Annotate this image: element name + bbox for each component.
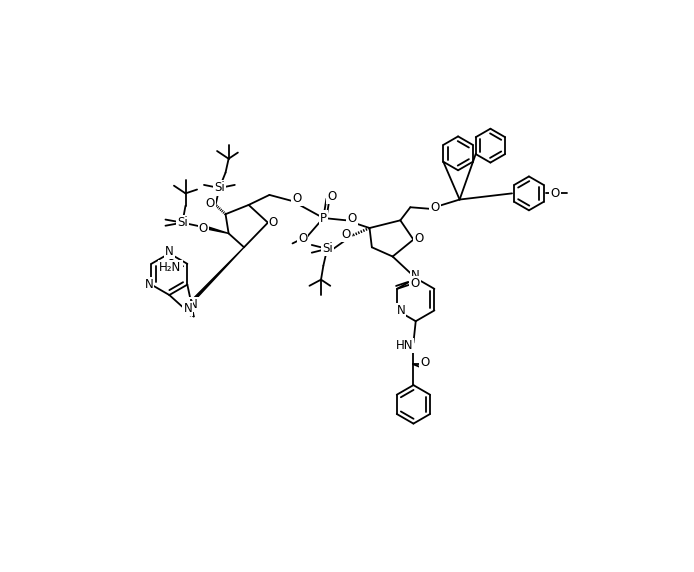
Text: P: P: [320, 212, 327, 225]
Polygon shape: [184, 247, 244, 310]
Text: Si: Si: [177, 216, 188, 229]
Text: N: N: [144, 278, 153, 291]
Text: O: O: [414, 232, 423, 245]
Text: O: O: [421, 356, 430, 370]
Text: Si: Si: [322, 243, 332, 255]
Text: N: N: [183, 303, 192, 315]
Text: N: N: [189, 297, 198, 311]
Text: O: O: [293, 192, 302, 205]
Text: O: O: [205, 197, 214, 210]
Text: HN: HN: [396, 339, 413, 352]
Text: O: O: [347, 212, 357, 225]
Text: O: O: [198, 221, 208, 235]
Text: O: O: [327, 190, 337, 203]
Polygon shape: [208, 227, 228, 233]
Text: O: O: [298, 232, 307, 245]
Text: O: O: [342, 228, 351, 241]
Text: O: O: [550, 187, 560, 200]
Text: N: N: [396, 304, 405, 317]
Text: N: N: [165, 245, 174, 259]
Text: N: N: [412, 269, 420, 282]
Text: O: O: [269, 216, 278, 229]
Text: H₂N: H₂N: [160, 261, 182, 274]
Text: O: O: [410, 277, 419, 290]
Text: Si: Si: [214, 181, 225, 194]
Text: O: O: [430, 201, 439, 214]
